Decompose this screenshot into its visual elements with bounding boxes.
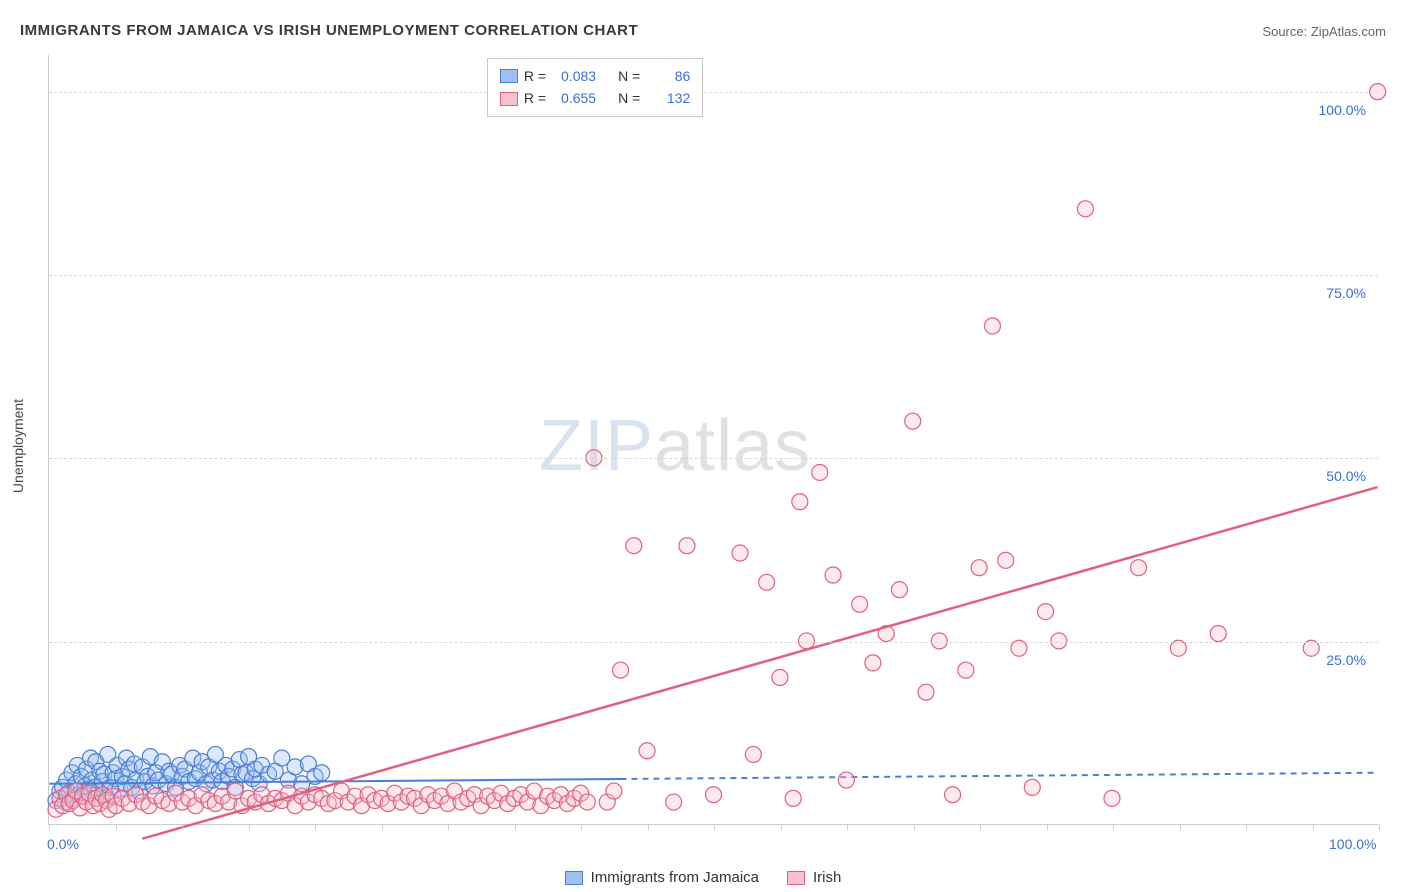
x-tick <box>1113 824 1114 830</box>
swatch-jamaica <box>565 871 583 885</box>
scatter-point-irish <box>918 684 934 700</box>
gridline <box>49 92 1378 93</box>
scatter-point-irish <box>759 574 775 590</box>
x-tick <box>1313 824 1314 830</box>
swatch-jamaica <box>500 69 518 83</box>
x-tick <box>714 824 715 830</box>
gridline <box>49 642 1378 643</box>
scatter-point-irish <box>639 743 655 759</box>
scatter-point-irish <box>865 655 881 671</box>
scatter-point-irish <box>825 567 841 583</box>
scatter-point-irish <box>579 794 595 810</box>
x-tick <box>1180 824 1181 830</box>
swatch-irish <box>787 871 805 885</box>
r-value-irish: 0.655 <box>552 87 596 109</box>
scatter-point-irish <box>772 670 788 686</box>
scatter-point-irish <box>1210 626 1226 642</box>
scatter-point-irish <box>1131 560 1147 576</box>
y-tick-label: 75.0% <box>1326 285 1366 301</box>
gridline <box>49 275 1378 276</box>
x-tick <box>648 824 649 830</box>
x-tick <box>249 824 250 830</box>
x-tick <box>914 824 915 830</box>
r-value-jamaica: 0.083 <box>552 65 596 87</box>
x-tick-label: 0.0% <box>47 836 79 852</box>
scatter-point-irish <box>613 662 629 678</box>
x-tick <box>182 824 183 830</box>
x-tick <box>1047 824 1048 830</box>
scatter-point-irish <box>626 538 642 554</box>
legend-row-irish: R = 0.655 N = 132 <box>500 87 690 109</box>
x-tick <box>448 824 449 830</box>
scatter-point-irish <box>998 552 1014 568</box>
scatter-point-irish <box>984 318 1000 334</box>
n-value-irish: 132 <box>646 87 690 109</box>
x-tick <box>116 824 117 830</box>
legend-bottom: Immigrants from Jamaica Irish <box>0 869 1406 886</box>
legend-item-jamaica: Immigrants from Jamaica <box>565 869 759 886</box>
scatter-point-irish <box>891 582 907 598</box>
scatter-point-irish <box>745 746 761 762</box>
legend-label-jamaica: Immigrants from Jamaica <box>591 869 759 886</box>
legend-correlation-box: R = 0.083 N = 86 R = 0.655 N = 132 <box>487 58 703 117</box>
trendline-irish <box>142 487 1377 839</box>
scatter-point-irish <box>679 538 695 554</box>
y-tick-label: 50.0% <box>1326 468 1366 484</box>
plot-area: ZIPatlas 25.0%50.0%75.0%100.0%0.0%100.0% <box>48 55 1378 825</box>
scatter-point-irish <box>732 545 748 561</box>
scatter-point-jamaica <box>314 765 330 781</box>
scatter-point-irish <box>1038 604 1054 620</box>
x-tick <box>581 824 582 830</box>
y-axis-label: Unemployment <box>10 399 26 493</box>
chart-svg <box>49 55 1378 824</box>
scatter-point-irish <box>785 790 801 806</box>
scatter-point-irish <box>852 596 868 612</box>
scatter-point-irish <box>666 794 682 810</box>
n-label: N = <box>618 65 640 87</box>
x-tick <box>515 824 516 830</box>
swatch-irish <box>500 92 518 106</box>
scatter-point-irish <box>838 772 854 788</box>
x-tick <box>1246 824 1247 830</box>
scatter-point-irish <box>971 560 987 576</box>
x-tick <box>1379 824 1380 830</box>
r-label: R = <box>524 65 546 87</box>
x-tick <box>315 824 316 830</box>
x-tick-label: 100.0% <box>1329 836 1376 852</box>
scatter-point-irish <box>812 464 828 480</box>
scatter-point-irish <box>1024 779 1040 795</box>
n-label: N = <box>618 87 640 109</box>
legend-item-irish: Irish <box>787 869 841 886</box>
scatter-point-irish <box>792 494 808 510</box>
x-tick <box>382 824 383 830</box>
scatter-point-irish <box>958 662 974 678</box>
scatter-point-irish <box>1104 790 1120 806</box>
n-value-jamaica: 86 <box>646 65 690 87</box>
source-value: ZipAtlas.com <box>1311 24 1386 39</box>
x-tick <box>49 824 50 830</box>
source-credit: Source: ZipAtlas.com <box>1262 24 1386 39</box>
scatter-point-irish <box>945 787 961 803</box>
legend-row-jamaica: R = 0.083 N = 86 <box>500 65 690 87</box>
x-tick <box>847 824 848 830</box>
y-tick-label: 100.0% <box>1319 102 1366 118</box>
gridline <box>49 458 1378 459</box>
x-tick <box>980 824 981 830</box>
legend-label-irish: Irish <box>813 869 841 886</box>
source-label: Source: <box>1262 24 1307 39</box>
scatter-point-irish <box>1077 201 1093 217</box>
scatter-point-irish <box>706 787 722 803</box>
scatter-point-irish <box>905 413 921 429</box>
y-tick-label: 25.0% <box>1326 652 1366 668</box>
r-label: R = <box>524 87 546 109</box>
trendline-jamaica-dashed <box>621 773 1378 779</box>
scatter-point-irish <box>606 783 622 799</box>
x-tick <box>781 824 782 830</box>
chart-title: IMMIGRANTS FROM JAMAICA VS IRISH UNEMPLO… <box>20 22 638 39</box>
